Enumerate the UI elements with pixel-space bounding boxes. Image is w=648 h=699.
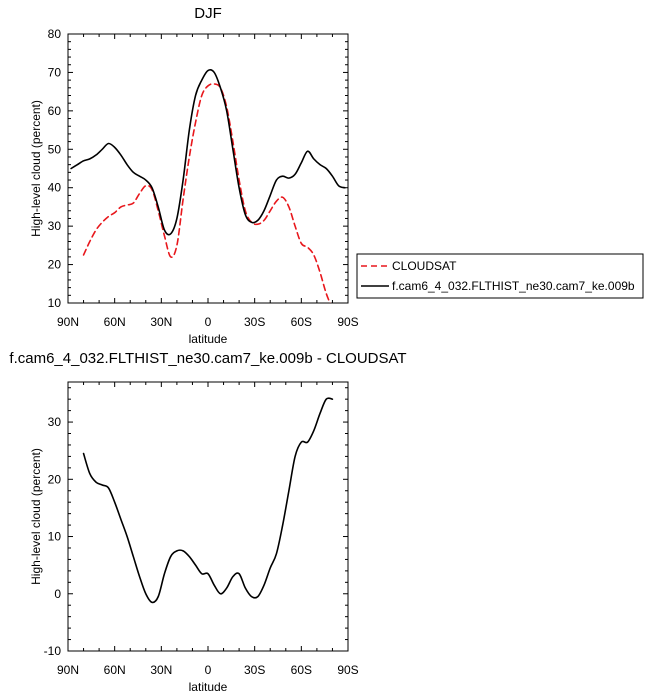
x-tick-label: 60S (291, 315, 312, 329)
y-tick-label: 60 (48, 104, 62, 118)
x-tick-label: 60N (104, 315, 126, 329)
y-tick-label: 0 (54, 587, 61, 601)
x-axis: 90N 60N 30N 0 30S 60S 90S (57, 382, 359, 677)
y-tick-label: 10 (48, 530, 62, 544)
y-tick-label: 70 (48, 65, 62, 79)
y-tick-label: 10 (48, 296, 62, 310)
y-tick-label: 20 (48, 258, 62, 272)
y-tick-label: 20 (48, 472, 62, 486)
x-tick-label: 30S (244, 315, 265, 329)
x-tick-label: 30S (244, 663, 265, 677)
legend-label: f.cam6_4_032.FLTHIST_ne30.cam7_ke.009b (392, 279, 635, 293)
difference-line (82, 397, 334, 604)
y-tick-label: 30 (48, 219, 62, 233)
y-axis-label: High-level cloud (percent) (29, 100, 43, 237)
y-axis: 10 20 30 40 50 60 70 80 (48, 27, 348, 310)
legend-label: CLOUDSAT (392, 259, 457, 273)
x-tick-label: 60S (291, 663, 312, 677)
x-axis-label: latitude (189, 332, 228, 346)
x-tick-label: 90S (337, 315, 358, 329)
y-tick-label: 50 (48, 142, 62, 156)
series-group (82, 397, 334, 604)
x-tick-label: 90S (337, 663, 358, 677)
plot-frame (67, 381, 349, 652)
difference-panel: f.cam6_4_032.FLTHIST_ne30.cam7_ke.009b -… (9, 350, 406, 694)
x-tick-label: 0 (205, 315, 212, 329)
x-tick-label: 30N (150, 663, 172, 677)
x-tick-label: 90N (57, 315, 79, 329)
y-tick-label: 80 (48, 27, 62, 41)
series-group (70, 68, 346, 303)
chart-title: DJF (194, 5, 222, 22)
y-tick-label: 40 (48, 181, 62, 195)
series-line-cloudsat (82, 83, 331, 303)
series-line-f-cam6-4-032-flthist-ne30-cam7-ke-009b (70, 68, 346, 236)
x-tick-label: 90N (57, 663, 79, 677)
legend-box (356, 253, 644, 299)
x-tick-label: 30N (150, 315, 172, 329)
x-axis-label: latitude (189, 680, 228, 694)
chart-title: f.cam6_4_032.FLTHIST_ne30.cam7_ke.009b -… (9, 350, 406, 367)
plot-frame (67, 33, 349, 304)
x-axis: 90N 60N 30N 0 30S 60S 90S (57, 34, 359, 329)
x-tick-label: 0 (205, 663, 212, 677)
x-tick-label: 60N (104, 663, 126, 677)
y-tick-label: 30 (48, 415, 62, 429)
y-axis: -10 0 10 20 30 (44, 387, 348, 658)
djf-panel: DJF 90N 60N 30N 0 30S 60S 90S 10 20 30 40 50 60 70 80 la… (29, 5, 644, 346)
y-tick-label: -10 (44, 644, 62, 658)
legend: CLOUDSAT f.cam6_4_032.FLTHIST_ne30.cam7_k… (356, 253, 644, 299)
y-axis-label: High-level cloud (percent) (29, 448, 43, 585)
